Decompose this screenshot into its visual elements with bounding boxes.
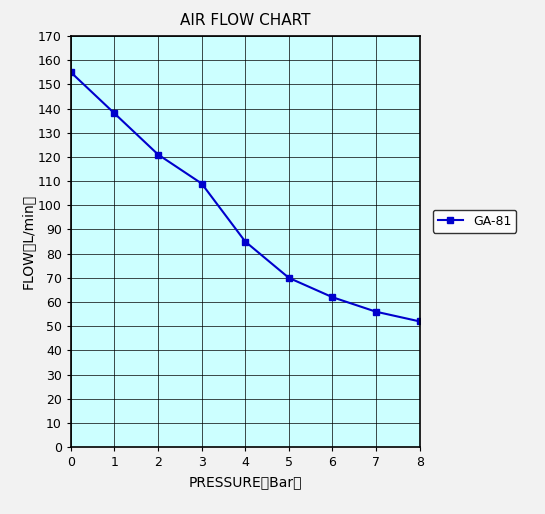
X-axis label: PRESSURE（Bar）: PRESSURE（Bar）	[189, 475, 302, 489]
GA-81	[416, 318, 423, 324]
GA-81	[242, 238, 249, 245]
Y-axis label: FLOW（L/min）: FLOW（L/min）	[21, 194, 35, 289]
Title: AIR FLOW CHART: AIR FLOW CHART	[180, 13, 311, 28]
GA-81	[155, 152, 161, 158]
Line: GA-81: GA-81	[68, 69, 423, 325]
Legend: GA-81: GA-81	[433, 210, 516, 232]
GA-81	[286, 275, 292, 281]
GA-81	[329, 294, 336, 300]
GA-81	[111, 111, 118, 117]
GA-81	[198, 180, 205, 187]
GA-81	[373, 308, 379, 315]
GA-81	[68, 69, 74, 76]
